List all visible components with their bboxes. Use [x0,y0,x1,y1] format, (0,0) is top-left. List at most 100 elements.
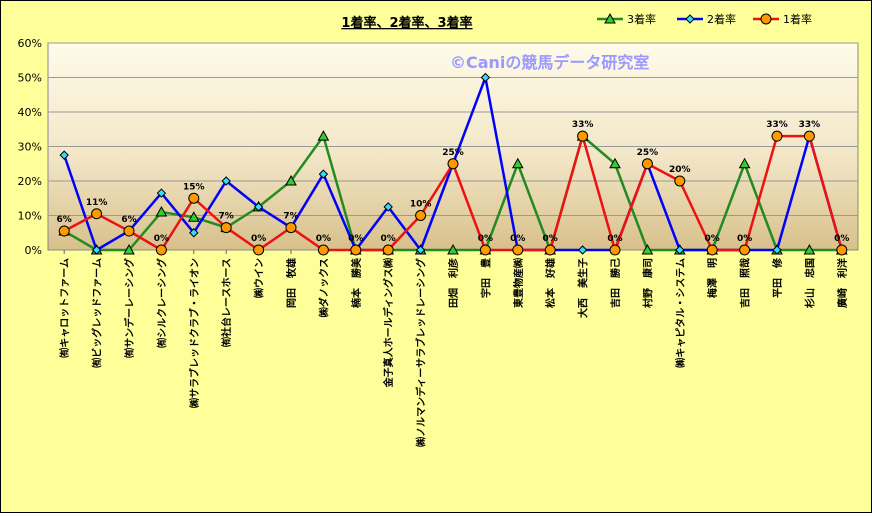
y-tick-label: 50% [18,72,42,85]
data-label: 0% [607,234,622,244]
legend-label: 2着率 [707,12,736,26]
legend-label: 3着率 [627,12,656,26]
chart-title: 1着率、2着率、3着率 [341,15,472,31]
x-tick-label: 松本 好雄 [544,258,557,308]
data-label: 0% [834,234,849,244]
legend-item: 3着率 [597,12,656,26]
data-point [739,244,751,256]
data-point [317,244,329,256]
y-tick-label: 30% [18,141,42,154]
x-tick-label: 大西 美生子 [577,258,590,318]
x-tick-label: ㈱キャピタル・システム [674,258,687,368]
data-label: 0% [705,234,720,244]
data-point [253,244,265,256]
x-tick-label: 村野 康司 [641,258,654,308]
x-tick-label: ㈱ウイン [253,258,266,298]
data-point [771,130,783,142]
y-tick-label: 20% [18,175,42,188]
data-point [674,175,686,187]
y-tick-label: 0% [25,244,42,257]
x-tick-label: 廣崎 利洋 [836,258,849,309]
data-point [285,222,297,234]
data-point [447,158,459,170]
data-point [609,244,621,256]
data-point [91,208,103,220]
data-point [772,245,782,255]
x-tick-label: ㈱ノルマンディーサラブレッドレーシング [415,258,428,447]
data-label: 7% [283,212,298,222]
data-label: 0% [154,234,169,244]
data-point [609,157,621,169]
legend-item: 2着率 [677,12,736,26]
x-tick-label: 金子真人ホールディングス㈱ [382,258,395,388]
data-label: 0% [478,234,493,244]
data-point [382,244,394,256]
data-point [285,174,297,186]
data-label: 0% [251,234,266,244]
data-label: 33% [799,120,821,130]
x-tick-label: 平田 修 [771,257,784,298]
data-point [188,192,200,204]
data-point [189,228,199,238]
data-point [59,150,69,160]
x-tick-label: ㈲ビッグレッドファーム [91,258,104,368]
data-point [480,72,491,83]
x-tick-label: ㈲キャロットファーム [58,258,71,358]
data-point [187,211,200,222]
data-point [123,225,135,237]
x-tick-label: ㈲社台レースホース [220,258,233,347]
legend-label: 1着率 [783,12,812,26]
x-tick-label: ㈱ダノックス [317,258,330,317]
x-tick-label: 宇田 豊 [479,258,492,298]
data-point [577,130,589,142]
data-label: 25% [442,148,464,158]
legend-marker [685,14,695,24]
data-label: 20% [669,165,691,175]
data-label: 15% [183,182,205,192]
data-label: 11% [86,198,108,208]
data-point [447,243,459,255]
y-tick-label: 60% [18,37,42,50]
legend-marker [604,12,616,24]
data-point [415,210,427,221]
data-point [155,206,168,217]
data-point [253,202,264,212]
data-point [738,157,751,169]
data-point [318,169,329,179]
x-axis: ㈲キャロットファーム ㈲ビッグレッドファーム ㈲サンデーレーシング ㈲シルクレーシング… [58,250,849,447]
data-label: 7% [219,212,234,222]
legend-marker [760,13,772,25]
data-label: 25% [637,148,659,158]
data-label: 33% [572,120,594,130]
data-point [479,244,491,256]
y-tick-label: 40% [18,106,42,119]
data-point [155,244,167,256]
data-point [383,202,393,212]
data-label: 6% [121,215,136,225]
watermark-text: ©Caniの競馬データ研究室 [450,53,649,72]
data-point [58,225,70,237]
data-label: 0% [510,234,525,244]
x-tick-label: 岡田 牧雄 [285,258,298,308]
data-label: 0% [348,234,363,244]
legend: 3着率 2着率 1着率 [597,12,812,26]
series-layer [58,72,848,256]
x-tick-label: ㈱サラブレッドクラブ・ライオン [188,258,201,408]
x-tick-label: 吉田 勝己 [609,258,622,308]
data-point [317,130,330,141]
data-label: 33% [766,120,788,130]
data-label: 0% [381,234,396,244]
data-label: 0% [737,234,752,244]
x-tick-label: 東豊物産㈱ [512,258,525,308]
data-point [123,243,135,255]
data-point [512,244,524,256]
data-point [350,244,362,256]
data-point [544,244,556,256]
x-tick-label: 吉田 照哉 [739,258,752,308]
data-point [415,245,426,255]
y-tick-label: 10% [18,210,42,223]
legend-item: 1着率 [753,12,812,26]
data-point [803,130,815,142]
x-tick-label: 田畑 利彦 [447,258,460,308]
